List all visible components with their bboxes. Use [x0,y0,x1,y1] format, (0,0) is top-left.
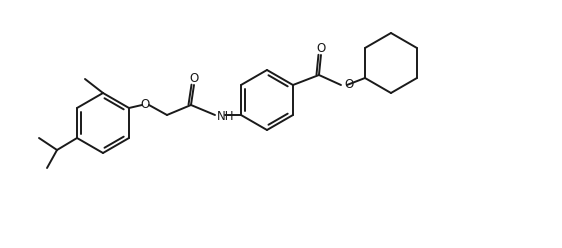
Text: NH: NH [217,110,234,123]
Text: O: O [316,42,325,56]
Text: O: O [344,79,353,92]
Text: O: O [140,98,149,112]
Text: O: O [189,72,198,86]
